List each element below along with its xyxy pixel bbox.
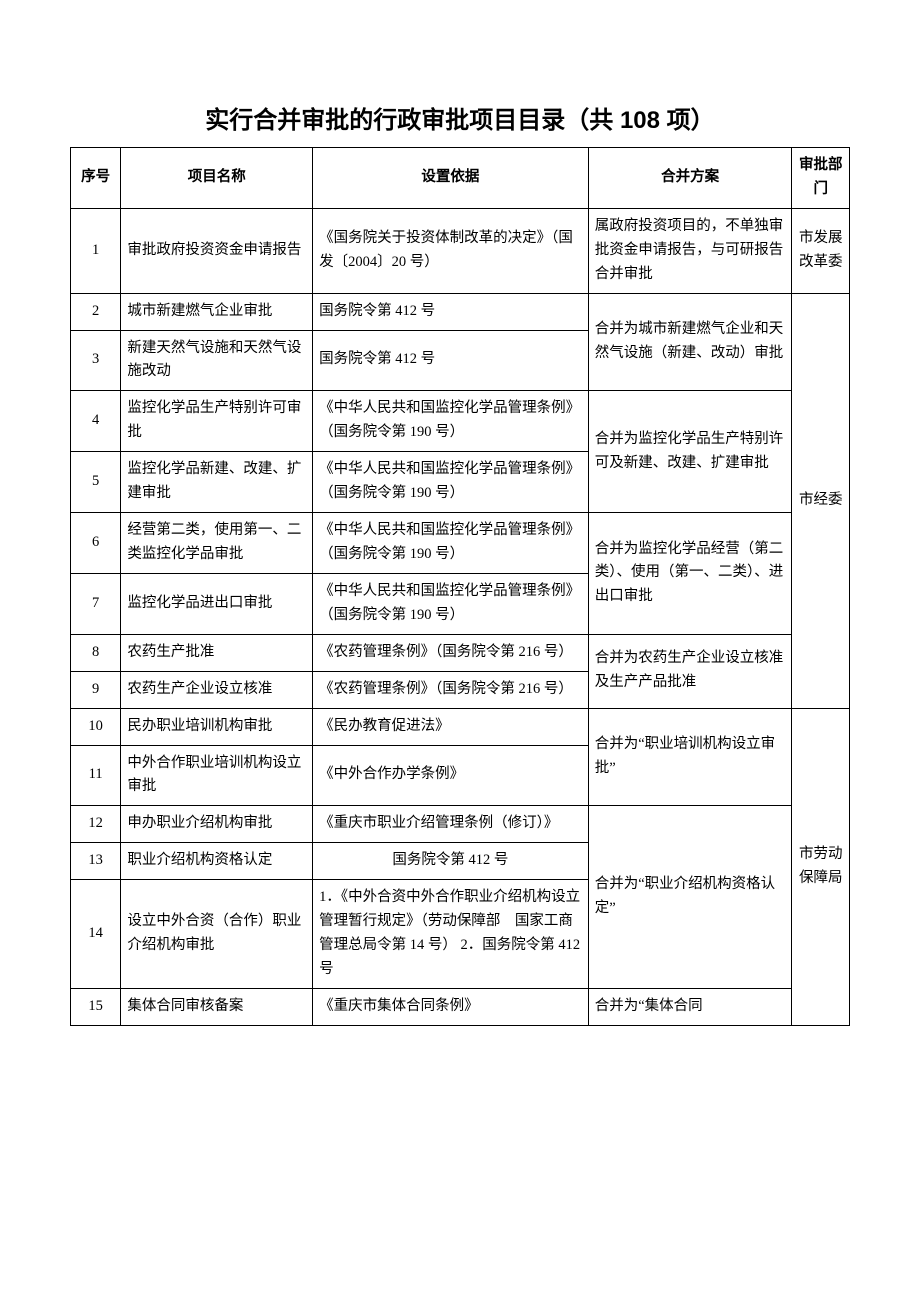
- cell-name: 申办职业介绍机构审批: [121, 806, 313, 843]
- cell-name: 监控化学品生产特别许可审批: [121, 391, 313, 452]
- cell-name: 职业介绍机构资格认定: [121, 843, 313, 880]
- table-header-row: 序号 项目名称 设置依据 合并方案 审批部门: [71, 148, 850, 209]
- page-title: 实行合并审批的行政审批项目目录（共 108 项）: [70, 100, 850, 135]
- cell-seq: 11: [71, 745, 121, 806]
- cell-name: 设立中外合资（合作）职业介绍机构审批: [121, 880, 313, 989]
- cell-seq: 1: [71, 208, 121, 293]
- table-row: 6 经营第二类，使用第一、二类监控化学品审批 《中华人民共和国监控化学品管理条例…: [71, 513, 850, 574]
- cell-plan: 合并为“集体合同: [588, 988, 792, 1025]
- cell-seq: 12: [71, 806, 121, 843]
- cell-name: 农药生产批准: [121, 634, 313, 671]
- cell-plan: 合并为城市新建燃气企业和天然气设施（新建、改动）审批: [588, 293, 792, 391]
- cell-name: 经营第二类，使用第一、二类监控化学品审批: [121, 513, 313, 574]
- cell-basis: 国务院令第 412 号: [313, 293, 589, 330]
- col-name: 项目名称: [121, 148, 313, 209]
- cell-name: 新建天然气设施和天然气设施改动: [121, 330, 313, 391]
- cell-seq: 5: [71, 452, 121, 513]
- col-dept: 审批部门: [792, 148, 850, 209]
- cell-seq: 15: [71, 988, 121, 1025]
- cell-basis: 《民办教育促进法》: [313, 708, 589, 745]
- cell-basis: 《中华人民共和国监控化学品管理条例》（国务院令第 190 号）: [313, 573, 589, 634]
- cell-basis: 《农药管理条例》（国务院令第 216 号）: [313, 671, 589, 708]
- table-row: 1 审批政府投资资金申请报告 《国务院关于投资体制改革的决定》（国发〔2004〕…: [71, 208, 850, 293]
- cell-basis: 1．《中外合资中外合作职业介绍机构设立管理暂行规定》（劳动保障部 国家工商管理总…: [313, 880, 589, 989]
- cell-seq: 10: [71, 708, 121, 745]
- table-row: 15 集体合同审核备案 《重庆市集体合同条例》 合并为“集体合同: [71, 988, 850, 1025]
- cell-seq: 6: [71, 513, 121, 574]
- cell-plan: 合并为监控化学品生产特别许可及新建、改建、扩建审批: [588, 391, 792, 513]
- cell-dept: 市劳动保障局: [792, 708, 850, 1025]
- cell-dept: 市发展改革委: [792, 208, 850, 293]
- cell-seq: 9: [71, 671, 121, 708]
- cell-basis: 《中外合作办学条例》: [313, 745, 589, 806]
- cell-plan: 属政府投资项目的，不单独审批资金申请报告，与可研报告合并审批: [588, 208, 792, 293]
- cell-basis: 《中华人民共和国监控化学品管理条例》（国务院令第 190 号）: [313, 513, 589, 574]
- cell-name: 监控化学品进出口审批: [121, 573, 313, 634]
- cell-basis: 《中华人民共和国监控化学品管理条例》（国务院令第 190 号）: [313, 452, 589, 513]
- table-row: 2 城市新建燃气企业审批 国务院令第 412 号 合并为城市新建燃气企业和天然气…: [71, 293, 850, 330]
- cell-seq: 8: [71, 634, 121, 671]
- cell-name: 城市新建燃气企业审批: [121, 293, 313, 330]
- cell-seq: 4: [71, 391, 121, 452]
- cell-basis: 《国务院关于投资体制改革的决定》（国发〔2004〕20 号）: [313, 208, 589, 293]
- cell-dept: 市经委: [792, 293, 850, 708]
- cell-basis: 《农药管理条例》（国务院令第 216 号）: [313, 634, 589, 671]
- cell-basis: 《中华人民共和国监控化学品管理条例》（国务院令第 190 号）: [313, 391, 589, 452]
- table-row: 10 民办职业培训机构审批 《民办教育促进法》 合并为“职业培训机构设立审批” …: [71, 708, 850, 745]
- col-seq: 序号: [71, 148, 121, 209]
- cell-seq: 13: [71, 843, 121, 880]
- cell-plan: 合并为农药生产企业设立核准及生产产品批准: [588, 634, 792, 708]
- cell-name: 中外合作职业培训机构设立审批: [121, 745, 313, 806]
- col-plan: 合并方案: [588, 148, 792, 209]
- table-row: 8 农药生产批准 《农药管理条例》（国务院令第 216 号） 合并为农药生产企业…: [71, 634, 850, 671]
- cell-name: 审批政府投资资金申请报告: [121, 208, 313, 293]
- table-row: 12 申办职业介绍机构审批 《重庆市职业介绍管理条例（修订）》 合并为“职业介绍…: [71, 806, 850, 843]
- cell-name: 民办职业培训机构审批: [121, 708, 313, 745]
- cell-seq: 2: [71, 293, 121, 330]
- table-row: 4 监控化学品生产特别许可审批 《中华人民共和国监控化学品管理条例》（国务院令第…: [71, 391, 850, 452]
- cell-name: 农药生产企业设立核准: [121, 671, 313, 708]
- cell-name: 集体合同审核备案: [121, 988, 313, 1025]
- cell-basis: 《重庆市职业介绍管理条例（修订）》: [313, 806, 589, 843]
- cell-seq: 14: [71, 880, 121, 989]
- cell-seq: 7: [71, 573, 121, 634]
- cell-basis: 《重庆市集体合同条例》: [313, 988, 589, 1025]
- col-basis: 设置依据: [313, 148, 589, 209]
- cell-basis: 国务院令第 412 号: [313, 843, 589, 880]
- cell-name: 监控化学品新建、改建、扩建审批: [121, 452, 313, 513]
- cell-plan: 合并为“职业介绍机构资格认定”: [588, 806, 792, 989]
- cell-seq: 3: [71, 330, 121, 391]
- cell-basis: 国务院令第 412 号: [313, 330, 589, 391]
- approval-table: 序号 项目名称 设置依据 合并方案 审批部门 1 审批政府投资资金申请报告 《国…: [70, 147, 850, 1026]
- cell-plan: 合并为“职业培训机构设立审批”: [588, 708, 792, 806]
- cell-plan: 合并为监控化学品经营（第二类）、使用（第一、二类）、进出口审批: [588, 513, 792, 635]
